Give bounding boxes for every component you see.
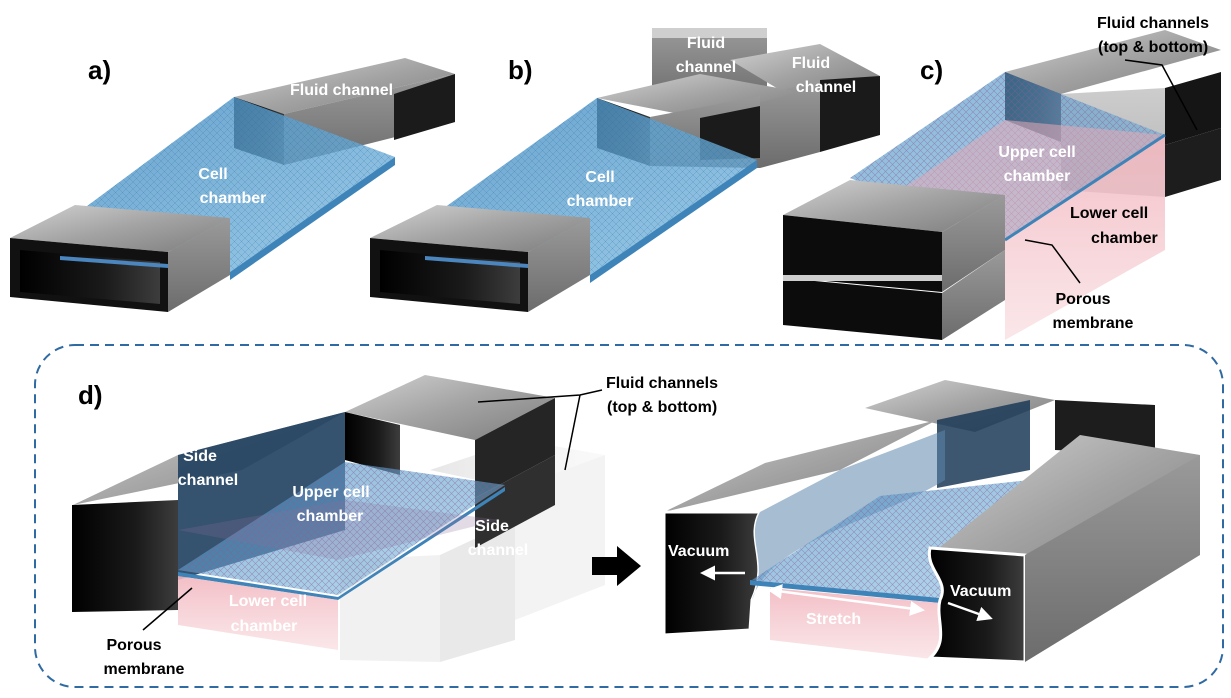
panel-c-lower-label-2: chamber [1091,230,1158,247]
panel-b-fluid-label-1b: channel [676,59,736,76]
panel-d-upper-label-2: chamber [297,508,364,525]
panel-d-fluid-label-2: (top & bottom) [607,399,717,416]
panel-b-fluid-label-2b: channel [796,79,856,96]
panel-c-porous-label-2: membrane [1053,315,1134,332]
panel-c-upper-label-2: chamber [1004,168,1071,185]
panel-d-fluid-pointer-bottom [564,394,581,471]
panel-d-dashed-border [34,344,1224,688]
panel-b-fluid-label-2a: Fluid [792,55,830,72]
panel-c-porous-label-1: Porous [1055,291,1110,308]
panel-d-upper-label-1: Upper cell [292,484,369,501]
panel-d-left-device [72,375,605,662]
panel-b: b) Fluid channel Fluid channel Cell cham… [370,28,880,312]
panel-d-side-left-label-2: channel [178,472,238,489]
panel-c-letter: c) [920,55,943,85]
stretch-arrow-icon [767,584,925,616]
panel-c: c) Fluid channels (top & bottom) Upper c… [783,15,1221,340]
panel-d-right-device [662,380,1200,664]
panel-d-side-right-label-2: channel [468,542,528,559]
panel-d-lower-label-1: Lower cell [229,593,307,610]
vacuum-right-label: Vacuum [950,583,1011,600]
panel-d-lower-label-2: chamber [231,618,298,635]
panel-b-cell-label-2: chamber [567,193,634,210]
panel-d-side-right-label-1: Side [475,518,509,535]
panel-c-upper-label-1: Upper cell [998,144,1075,161]
panel-a-fluid-channel-label: Fluid channel [290,82,393,99]
vacuum-right-arrow-icon [947,601,993,622]
panel-c-near-channels [783,180,1005,340]
panel-b-letter: b) [508,55,533,85]
panel-c-fluid-label-2: (top & bottom) [1098,39,1208,56]
panel-a-near-channel [10,205,230,312]
panel-d-side-left-label-1: Side [183,448,217,465]
panel-a-cell-label-1: Cell [198,166,227,183]
panel-d-letter: d) [78,380,103,410]
panel-c-fluid-pointer [1124,59,1198,131]
panel-c-fluid-label-1: Fluid channels [1097,15,1209,32]
panel-c-lower-label-1: Lower cell [1070,205,1148,222]
panel-b-fluid-label-1a: Fluid [687,35,725,52]
panel-a-cell-label-2: chamber [200,190,267,207]
panel-a-letter: a) [88,55,111,85]
panel-d-fluid-label-1: Fluid channels [606,375,718,392]
panel-c-porous-pointer [1024,239,1081,284]
panel-d-porous-label-2: membrane [104,661,185,678]
transition-arrow-icon [592,546,641,586]
panel-a: a) Fluid channel Cell chamber [10,55,455,312]
vacuum-left-label: Vacuum [668,543,729,560]
panel-d-porous-pointer [142,587,193,631]
panel-b-near-channel [370,205,590,312]
panel-d-porous-label-1: Porous [106,637,161,654]
stretch-label: Stretch [806,611,861,628]
panel-b-cell-label-1: Cell [585,169,614,186]
